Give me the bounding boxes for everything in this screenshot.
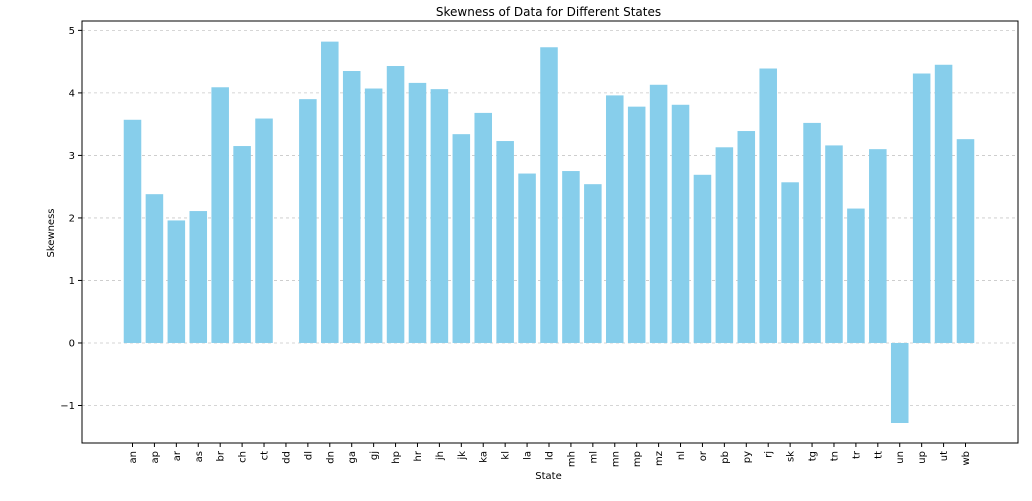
bar-py <box>737 131 756 343</box>
chart-title: Skewness of Data for Different States <box>436 5 661 19</box>
x-tick-label-dl: dl <box>303 451 314 460</box>
y-axis-label: Skewness <box>46 208 57 257</box>
bar-dl <box>299 99 317 343</box>
x-axis: an ap ar as br ch ct dd dl dn ga gj hp hr jh jk ka kl la ld… <box>128 443 972 467</box>
bar-an <box>123 119 142 343</box>
x-tick-label-kl: kl <box>501 451 512 460</box>
x-tick-label-dn: dn <box>325 451 336 464</box>
y-tick-label: 2 <box>69 213 75 224</box>
x-tick-label-py: py <box>742 451 753 463</box>
x-tick-label-gj: gj <box>369 451 380 460</box>
x-tick-label-or: or <box>698 450 709 461</box>
x-tick-label-mn: mn <box>610 451 621 467</box>
bar-mn <box>605 95 624 343</box>
x-tick-label-un: un <box>895 451 906 464</box>
bar-sk <box>781 182 799 343</box>
bar-dn <box>321 41 339 343</box>
x-tick-label-mz: mz <box>654 451 665 466</box>
y-tick-label: 5 <box>69 26 75 37</box>
bar-ld <box>540 47 558 343</box>
y-tick-label: 1 <box>69 276 75 287</box>
bar-br <box>211 87 229 343</box>
bar-jh <box>430 89 449 343</box>
x-tick-label-ka: ka <box>479 451 490 463</box>
bar-ml <box>584 184 602 343</box>
plot-frame <box>81 20 1019 444</box>
x-tick-label-ld: ld <box>545 451 556 460</box>
bar-hr <box>408 82 427 343</box>
bar-ar <box>167 220 186 343</box>
x-tick-label-tg: tg <box>808 451 819 461</box>
x-tick-label-ap: ap <box>150 451 161 463</box>
x-tick-label-tr: tr <box>851 450 862 459</box>
bar-wb <box>956 139 975 343</box>
x-tick-label-as: as <box>194 451 205 462</box>
bar-ga <box>342 71 361 343</box>
bar-ch <box>233 146 251 343</box>
bars-layer <box>123 41 975 423</box>
y-tick-label: 0 <box>69 338 75 349</box>
bar-mz <box>649 84 668 343</box>
bar-mh <box>562 171 580 343</box>
y-tick-label: 4 <box>69 88 75 99</box>
bar-un <box>890 342 909 423</box>
x-tick-label-tn: tn <box>829 451 840 461</box>
bar-tn <box>825 145 843 343</box>
bar-ct <box>255 118 273 343</box>
x-axis-label: State <box>535 471 561 482</box>
bar-jk <box>452 134 471 343</box>
bar-ka <box>474 112 493 343</box>
bar-la <box>518 173 536 343</box>
bar-tg <box>803 122 821 343</box>
bar-nl <box>671 104 690 343</box>
x-tick-label-mh: mh <box>566 451 577 467</box>
x-tick-label-tt: tt <box>873 451 884 459</box>
bar-pb <box>715 147 734 343</box>
x-tick-label-pb: pb <box>720 451 731 464</box>
bar-ap <box>145 194 164 343</box>
x-tick-label-br: br <box>216 450 227 461</box>
x-tick-label-mp: mp <box>632 451 643 467</box>
y-axis: −1 0 1 2 3 4 5 <box>60 26 82 412</box>
bar-tr <box>847 208 865 343</box>
bar-or <box>693 174 712 343</box>
y-tick-label: 3 <box>69 151 75 162</box>
x-tick-label-ct: ct <box>260 451 271 460</box>
bar-rj <box>759 68 777 343</box>
bar-tt <box>869 149 887 343</box>
bar-kl <box>496 141 514 343</box>
bar-ut <box>934 64 953 343</box>
x-tick-label-la: la <box>523 451 534 460</box>
bar-up <box>912 73 931 343</box>
x-tick-label-wb: wb <box>961 451 972 466</box>
x-tick-label-ga: ga <box>347 451 358 463</box>
x-tick-label-hp: hp <box>391 451 402 464</box>
x-tick-label-an: an <box>128 451 139 463</box>
x-tick-label-jh: jh <box>435 451 446 461</box>
x-tick-label-jk: jk <box>457 451 468 461</box>
x-tick-label-up: up <box>917 451 928 464</box>
x-tick-label-dd: dd <box>281 451 292 464</box>
x-tick-label-hr: hr <box>413 450 424 461</box>
bar-gj <box>364 88 383 343</box>
bar-mp <box>627 106 646 343</box>
bar-as <box>189 211 208 343</box>
x-tick-label-rj: rj <box>764 451 775 458</box>
x-tick-label-ut: ut <box>939 451 950 461</box>
bar-hp <box>386 66 405 343</box>
x-tick-label-sk: sk <box>786 451 797 462</box>
x-tick-label-ml: ml <box>588 451 599 464</box>
x-tick-label-ch: ch <box>238 451 249 463</box>
y-tick-label: −1 <box>60 401 75 412</box>
x-tick-label-nl: nl <box>676 451 687 460</box>
x-tick-label-ar: ar <box>172 450 183 461</box>
